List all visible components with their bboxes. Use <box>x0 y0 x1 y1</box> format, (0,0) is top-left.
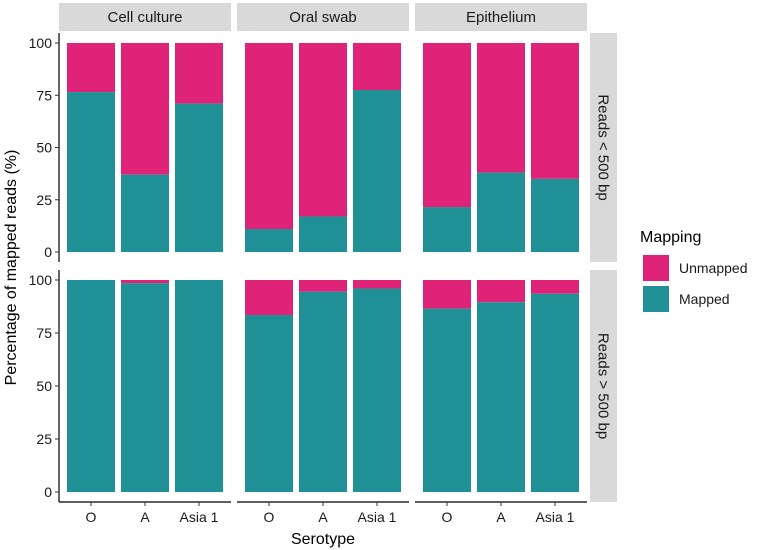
facet-strip-background <box>590 33 617 262</box>
bar-mapped <box>245 229 293 252</box>
bar-unmapped <box>121 43 169 175</box>
bar-unmapped <box>353 280 401 289</box>
bar-unmapped <box>67 43 115 93</box>
bar-unmapped <box>245 280 293 315</box>
bar-unmapped <box>299 43 347 217</box>
facet-panel <box>245 280 401 492</box>
x-tick-label: O <box>442 509 453 525</box>
bar-unmapped <box>423 280 471 309</box>
x-tick-label: Asia 1 <box>180 509 219 525</box>
bar-mapped <box>121 174 169 252</box>
facet-strip-column: Cell culture <box>59 3 231 31</box>
bar-unmapped <box>121 280 169 284</box>
x-tick-label: O <box>264 509 275 525</box>
bar-mapped <box>299 216 347 252</box>
facet-strip-background <box>590 270 617 502</box>
x-axis: O A Asia 1 <box>237 501 409 525</box>
x-axis-title: Serotype <box>291 531 355 548</box>
bar-unmapped <box>353 43 401 91</box>
bar-mapped <box>353 288 401 492</box>
x-tick-label: A <box>496 509 506 525</box>
x-tick-label: O <box>86 509 97 525</box>
facet-panel <box>423 43 579 252</box>
bar-unmapped <box>531 43 579 179</box>
y-tick-label: 25 <box>36 431 52 447</box>
y-tick-label: 50 <box>36 378 52 394</box>
y-tick-label: 25 <box>36 192 52 208</box>
facet-strip-row: Reads < 500 bp <box>590 33 617 262</box>
facet-panel <box>67 43 223 253</box>
legend: Mapping Unmapped Mapped <box>640 229 748 312</box>
y-tick-label: 50 <box>36 140 52 156</box>
bar-unmapped <box>175 43 223 104</box>
facet-strip-background <box>237 3 409 31</box>
bar-mapped <box>477 172 525 252</box>
bar-mapped <box>67 92 115 253</box>
y-axis: 0 25 50 75 100 <box>29 270 60 502</box>
y-tick-label: 100 <box>29 272 53 288</box>
bar-mapped <box>477 302 525 492</box>
bar-unmapped <box>423 43 471 208</box>
facet-strip-label: Oral swab <box>289 9 357 26</box>
bar-unmapped <box>245 43 293 230</box>
facet-strip-label: Reads < 500 bp <box>595 94 612 200</box>
bar-unmapped <box>477 280 525 303</box>
legend-title: Mapping <box>640 229 701 246</box>
legend-label: Unmapped <box>679 260 748 276</box>
y-tick-label: 75 <box>36 325 52 341</box>
bar-mapped <box>423 308 471 492</box>
y-tick-label: 100 <box>29 35 53 51</box>
y-tick-label: 0 <box>44 484 52 500</box>
legend-swatch <box>643 286 669 312</box>
bar-mapped <box>531 293 579 492</box>
bar-mapped <box>121 283 169 492</box>
y-tick-label: 75 <box>36 87 52 103</box>
legend-label: Mapped <box>679 291 730 307</box>
facet-strip-background <box>415 3 587 31</box>
x-tick-label: A <box>318 509 328 525</box>
y-axis: 0 25 50 75 100 <box>29 33 60 262</box>
x-tick-label: Asia 1 <box>536 509 575 525</box>
y-tick-label: 0 <box>44 244 52 260</box>
facet-panel <box>67 280 223 492</box>
x-tick-label: A <box>140 509 150 525</box>
x-tick-label: Asia 1 <box>358 509 397 525</box>
facet-strip-column: Epithelium <box>415 3 587 31</box>
bar-mapped <box>245 314 293 492</box>
x-axis: O A Asia 1 <box>59 501 231 525</box>
bar-mapped <box>531 178 579 252</box>
bar-unmapped <box>477 43 525 173</box>
facet-strip-column: Oral swab <box>237 3 409 31</box>
bar-mapped <box>175 103 223 252</box>
facet-panel <box>245 43 401 253</box>
facet-panel <box>423 280 579 492</box>
facet-strip-label: Epithelium <box>466 9 536 26</box>
facet-strip-label: Reads > 500 bp <box>595 333 612 439</box>
legend-swatch <box>643 255 669 281</box>
bar-unmapped <box>299 280 347 292</box>
bar-mapped <box>175 280 223 492</box>
facet-strip-background <box>59 3 231 31</box>
x-axis: O A Asia 1 <box>415 501 587 525</box>
bar-mapped <box>353 90 401 253</box>
bar-mapped <box>67 280 115 492</box>
facet-strip-label: Cell culture <box>107 9 182 26</box>
bar-mapped <box>299 291 347 492</box>
y-axis-title: Percentage of mapped reads (%) <box>3 150 20 386</box>
bar-mapped <box>423 207 471 252</box>
bar-unmapped <box>531 280 579 294</box>
facet-strip-row: Reads > 500 bp <box>590 270 617 502</box>
